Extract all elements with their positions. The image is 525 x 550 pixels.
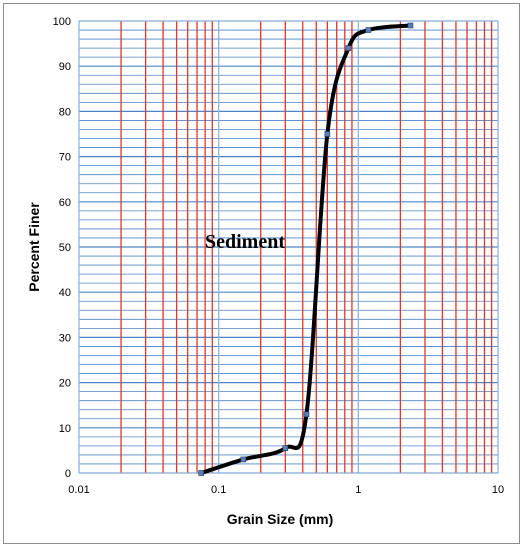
x-tick-label: 0.1: [211, 484, 226, 496]
vertical-gridlines: [78, 20, 499, 474]
horizontal-gridlines: [79, 20, 498, 474]
y-tick-label: 20: [59, 378, 71, 390]
annotation-sediment: Sediment: [205, 231, 285, 253]
series-line: [199, 23, 413, 475]
data-point-marker: [303, 411, 310, 418]
x-tick-labels: 0.01 0.1 1 10: [68, 484, 504, 496]
x-axis-title: Grain Size (mm): [227, 511, 334, 527]
series-markers: [198, 22, 414, 476]
data-point-marker: [282, 445, 289, 451]
data-point-marker: [240, 456, 247, 463]
y-tick-label: 0: [65, 468, 71, 480]
x-tick-label: 0.01: [68, 484, 89, 496]
data-point-marker: [407, 22, 414, 29]
x-tick-label: 10: [492, 484, 504, 496]
data-point-marker: [198, 470, 205, 476]
plot-border: [78, 20, 499, 474]
y-tick-label: 80: [59, 106, 71, 118]
y-tick-label: 10: [59, 423, 71, 435]
y-tick-label: 30: [59, 332, 71, 344]
y-tick-labels: 0 10 20 30 40 50 60 70 80 90 100: [53, 16, 71, 480]
x-tick-label: 1: [355, 484, 361, 496]
y-tick-label: 90: [59, 61, 71, 73]
data-point-marker: [365, 27, 372, 33]
data-point-marker: [324, 131, 331, 137]
y-tick-label: 100: [53, 16, 71, 28]
y-tick-label: 50: [59, 242, 71, 254]
y-tick-label: 70: [59, 152, 71, 164]
data-point-marker: [345, 45, 352, 51]
y-tick-label: 40: [59, 287, 71, 299]
y-axis-title: Percent Finer: [26, 202, 42, 292]
y-tick-label: 60: [59, 197, 71, 209]
